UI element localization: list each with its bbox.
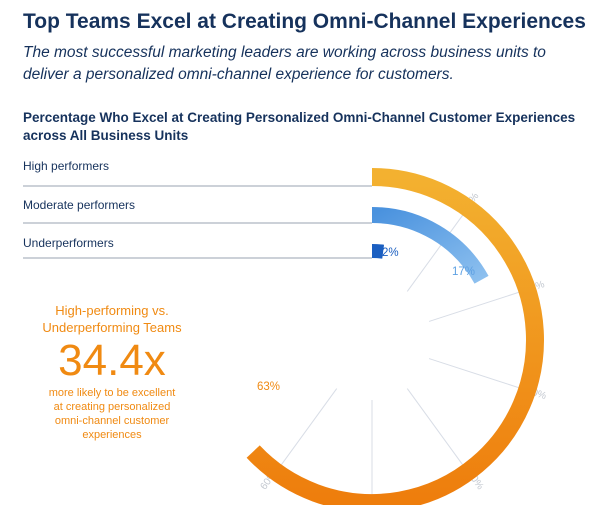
tick-line	[428, 358, 525, 390]
callout-heading-line: Underperforming Teams	[42, 320, 182, 335]
callout-description: more likely to be excellent at creating …	[22, 386, 202, 442]
legend-label: Underperformers	[23, 236, 114, 250]
tick-line	[428, 290, 525, 322]
comparison-callout: High-performing vs. Underperforming Team…	[22, 302, 202, 442]
tick-line	[406, 388, 467, 470]
data-arc	[246, 168, 544, 505]
callout-description-line: experiences	[82, 429, 142, 441]
callout-heading-line: High-performing vs.	[55, 303, 169, 318]
legend-label: High performers	[23, 159, 109, 173]
data-label: 63%	[257, 381, 280, 393]
callout-number: 34.4x	[58, 336, 166, 385]
callout-description-line: more likely to be excellent	[48, 387, 176, 399]
callout-description-line: at creating personalized	[53, 401, 171, 413]
data-arc	[371, 244, 385, 259]
data-label: 17%	[452, 266, 475, 278]
tick-line	[277, 388, 338, 470]
page-title: Top Teams Excel at Creating Omni-Channel…	[23, 10, 586, 33]
tick-line	[406, 210, 467, 292]
data-label: 2%	[382, 247, 399, 259]
callout-description-line: omni-channel customer	[54, 415, 170, 427]
data-arc	[371, 207, 489, 284]
legend-label: Moderate performers	[23, 198, 135, 212]
callout-heading: High-performing vs. Underperforming Team…	[22, 302, 202, 336]
chart-title: Percentage Who Excel at Creating Persona…	[23, 110, 576, 143]
page-subtitle: The most successful marketing leaders ar…	[23, 44, 546, 83]
